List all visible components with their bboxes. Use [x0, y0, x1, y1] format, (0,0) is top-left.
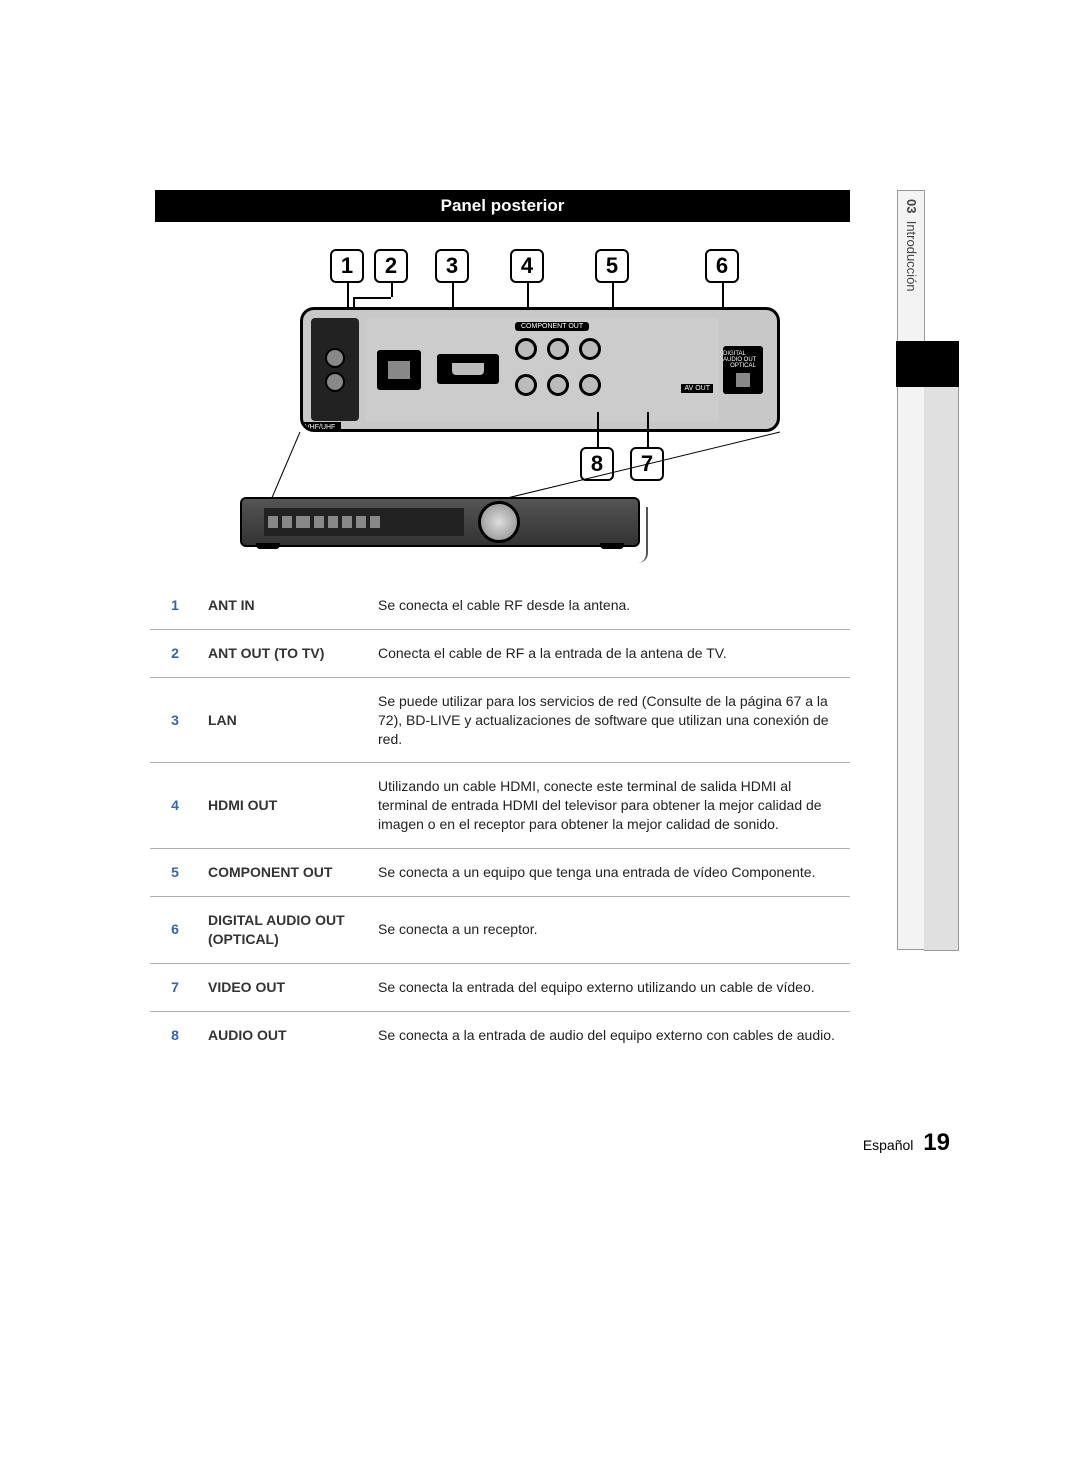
side-tab: 03 Introducción	[897, 190, 925, 950]
device-rear-full	[240, 497, 640, 547]
manual-page: 03 Introducción Panel posterior 1 2 3 4 …	[0, 0, 1080, 1247]
connector-name: COMPONENT OUT	[200, 849, 370, 897]
callout-2: 2	[374, 249, 408, 283]
side-tab-marker	[896, 341, 959, 387]
fan-vent	[478, 501, 520, 543]
connector-number: 7	[150, 963, 200, 1011]
connector-description: Se conecta a un receptor.	[370, 897, 850, 964]
footer-page-number: 19	[923, 1129, 950, 1156]
connector-name: DIGITAL AUDIO OUT (OPTICAL)	[200, 897, 370, 964]
connector-description: Se conecta a un equipo que tenga una ent…	[370, 849, 850, 897]
connector-number: 3	[150, 677, 200, 763]
table-row: 5COMPONENT OUTSe conecta a un equipo que…	[150, 849, 850, 897]
connector-name: ANT OUT (TO TV)	[200, 629, 370, 677]
callout-1: 1	[330, 249, 364, 283]
hdmi-port	[450, 361, 486, 377]
device-rear-panel-enlarged: VHF/UHF COMPONENT OUT	[300, 307, 780, 432]
side-tab-extension	[924, 387, 959, 951]
connector-number: 4	[150, 763, 200, 849]
component-out-ports	[515, 338, 601, 360]
connector-name: AUDIO OUT	[200, 1011, 370, 1058]
connector-description: Se conecta la entrada del equipo externo…	[370, 963, 850, 1011]
av-out-ports	[515, 374, 601, 396]
table-row: 4HDMI OUTUtilizando un cable HDMI, conec…	[150, 763, 850, 849]
connector-number: 8	[150, 1011, 200, 1058]
av-out-label: AV OUT	[681, 384, 713, 393]
callout-3: 3	[435, 249, 469, 283]
callout-8: 8	[580, 447, 614, 481]
optical-port	[734, 371, 752, 389]
connector-table: 1ANT INSe conecta el cable RF desde la a…	[150, 582, 850, 1059]
table-row: 2ANT OUT (TO TV)Conecta el cable de RF a…	[150, 629, 850, 677]
vhf-uhf-label: VHF/UHF	[300, 422, 341, 432]
connector-number: 6	[150, 897, 200, 964]
lan-port-block	[377, 350, 421, 390]
callout-4: 4	[510, 249, 544, 283]
table-row: 8AUDIO OUTSe conecta a la entrada de aud…	[150, 1011, 850, 1058]
callout-6: 6	[705, 249, 739, 283]
connector-name: HDMI OUT	[200, 763, 370, 849]
optical-out-block: DIGITAL AUDIO OUT OPTICAL	[723, 346, 763, 394]
connector-description: Se conecta a la entrada de audio del equ…	[370, 1011, 850, 1058]
table-row: 6DIGITAL AUDIO OUT (OPTICAL)Se conecta a…	[150, 897, 850, 964]
connector-number: 2	[150, 629, 200, 677]
table-row: 7VIDEO OUTSe conecta la entrada del equi…	[150, 963, 850, 1011]
chapter-title: Introducción	[904, 221, 919, 292]
lan-port	[386, 359, 412, 381]
antenna-ports	[311, 318, 359, 421]
connector-description: Se puede utilizar para los servicios de …	[370, 677, 850, 763]
component-out-label: COMPONENT OUT	[515, 322, 589, 331]
page-footer: Español 19	[150, 1129, 960, 1157]
callout-5: 5	[595, 249, 629, 283]
chapter-number: 03	[904, 199, 919, 213]
ant-out-port	[325, 372, 345, 392]
section-header: Panel posterior	[155, 190, 850, 222]
connector-description: Utilizando un cable HDMI, conecte este t…	[370, 763, 850, 849]
table-row: 1ANT INSe conecta el cable RF desde la a…	[150, 582, 850, 629]
table-row: 3LANSe puede utilizar para los servicios…	[150, 677, 850, 763]
side-tab-label: 03 Introducción	[898, 191, 926, 341]
rear-panel-diagram: 1 2 3 4 5 6 VHF/UHF	[150, 237, 850, 557]
hdmi-out-block	[437, 354, 499, 384]
connector-description: Se conecta el cable RF desde la antena.	[370, 582, 850, 629]
connector-name: VIDEO OUT	[200, 963, 370, 1011]
footer-language: Español	[863, 1137, 914, 1153]
connector-description: Conecta el cable de RF a la entrada de l…	[370, 629, 850, 677]
connector-number: 1	[150, 582, 200, 629]
connector-name: LAN	[200, 677, 370, 763]
ant-in-port	[325, 348, 345, 368]
device-rear-ports-mini	[264, 508, 464, 536]
power-cable	[636, 507, 648, 563]
connector-number: 5	[150, 849, 200, 897]
callout-7: 7	[630, 447, 664, 481]
connector-name: ANT IN	[200, 582, 370, 629]
